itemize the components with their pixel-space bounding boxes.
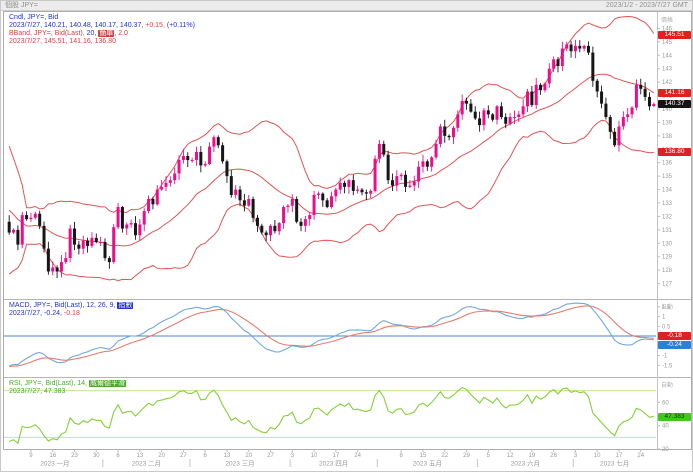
svg-text:22: 22 <box>441 453 448 459</box>
svg-text:136: 136 <box>662 161 673 167</box>
svg-text:24: 24 <box>354 453 361 459</box>
svg-text:19: 19 <box>529 453 536 459</box>
svg-text:135: 135 <box>662 174 673 180</box>
svg-text:139: 139 <box>662 120 673 126</box>
svg-text:145: 145 <box>662 40 673 46</box>
svg-text:3: 3 <box>291 453 295 459</box>
svg-text:6: 6 <box>116 453 120 459</box>
svg-text:0.5: 0.5 <box>662 324 671 330</box>
month-label: 2023 四月 <box>319 460 348 468</box>
svg-text:12: 12 <box>507 453 514 459</box>
svg-text:20: 20 <box>158 453 165 459</box>
svg-text:13: 13 <box>224 453 231 459</box>
svg-text:129: 129 <box>662 255 673 261</box>
svg-text:1.5: 1.5 <box>662 305 671 311</box>
svg-text:30: 30 <box>93 453 100 459</box>
svg-text:-1.5: -1.5 <box>662 363 673 369</box>
svg-text:141: 141 <box>662 94 673 100</box>
svg-text:137: 137 <box>662 147 673 153</box>
svg-text:128: 128 <box>662 268 673 274</box>
svg-text:131: 131 <box>662 228 673 234</box>
window-titlebar: 個股 JPY= 2023/1/2 - 2023/7/27 GMT <box>1 1 692 11</box>
candles <box>7 39 656 279</box>
titlebar-title: 個股 JPY= <box>5 2 38 9</box>
svg-text:16: 16 <box>49 453 56 459</box>
month-label: 2023 三月 <box>225 460 254 468</box>
svg-text:17: 17 <box>616 453 623 459</box>
month-label: 2023 五月 <box>413 460 442 468</box>
month-label: 2023 一月 <box>40 460 69 468</box>
svg-text:60: 60 <box>662 400 669 406</box>
svg-text:133: 133 <box>662 201 673 207</box>
svg-text:17: 17 <box>333 453 340 459</box>
svg-text:15: 15 <box>420 453 427 459</box>
month-label: 2023 七月 <box>600 459 629 468</box>
svg-text:20: 20 <box>245 453 252 459</box>
month-label: 2023 六月 <box>511 459 540 468</box>
rsi-line <box>8 386 654 445</box>
svg-text:127: 127 <box>662 282 673 288</box>
svg-text:-0.5: -0.5 <box>662 344 673 350</box>
x-axis: 9 16 23 30 6 13 20 27 6 13 20 27 3 10 17 24 8 15 22 29 5 12 19… <box>29 449 645 468</box>
svg-text:10: 10 <box>311 453 318 459</box>
svg-text:134: 134 <box>662 188 673 194</box>
svg-text:26: 26 <box>550 453 557 459</box>
svg-text:1: 1 <box>662 315 666 321</box>
titlebar-daterange: 2023/1/2 - 2023/7/27 GMT <box>605 2 688 9</box>
chart-frame <box>3 11 692 450</box>
svg-text:27: 27 <box>180 453 187 459</box>
month-label: 2023 二月 <box>132 460 161 468</box>
svg-text:23: 23 <box>71 453 78 459</box>
svg-text:29: 29 <box>463 453 470 459</box>
svg-text:40: 40 <box>662 424 669 430</box>
macd-axis-label: 自動 <box>661 303 673 311</box>
svg-text:138: 138 <box>662 134 673 140</box>
svg-text:144: 144 <box>662 53 673 59</box>
svg-text:-1: -1 <box>662 354 668 360</box>
svg-text:3: 3 <box>574 453 578 459</box>
svg-text:8: 8 <box>400 453 404 459</box>
rsi-axis-label: 自動 <box>661 381 673 389</box>
svg-text:142: 142 <box>662 80 673 86</box>
svg-text:140: 140 <box>662 107 673 113</box>
svg-text:146: 146 <box>662 26 673 32</box>
svg-text:9: 9 <box>29 453 33 459</box>
svg-text:130: 130 <box>662 241 673 247</box>
svg-text:20: 20 <box>662 447 669 453</box>
svg-text:132: 132 <box>662 214 673 220</box>
svg-text:24: 24 <box>637 453 644 459</box>
rsi-panel[interactable] <box>7 379 656 449</box>
svg-text:6: 6 <box>204 453 208 459</box>
macd-lines <box>9 302 654 368</box>
main-axis-label: 價格 <box>661 16 673 24</box>
svg-text:10: 10 <box>594 453 601 459</box>
svg-text:13: 13 <box>137 453 144 459</box>
svg-text:27: 27 <box>267 453 274 459</box>
svg-text:143: 143 <box>662 67 673 73</box>
svg-text:5: 5 <box>487 453 491 459</box>
